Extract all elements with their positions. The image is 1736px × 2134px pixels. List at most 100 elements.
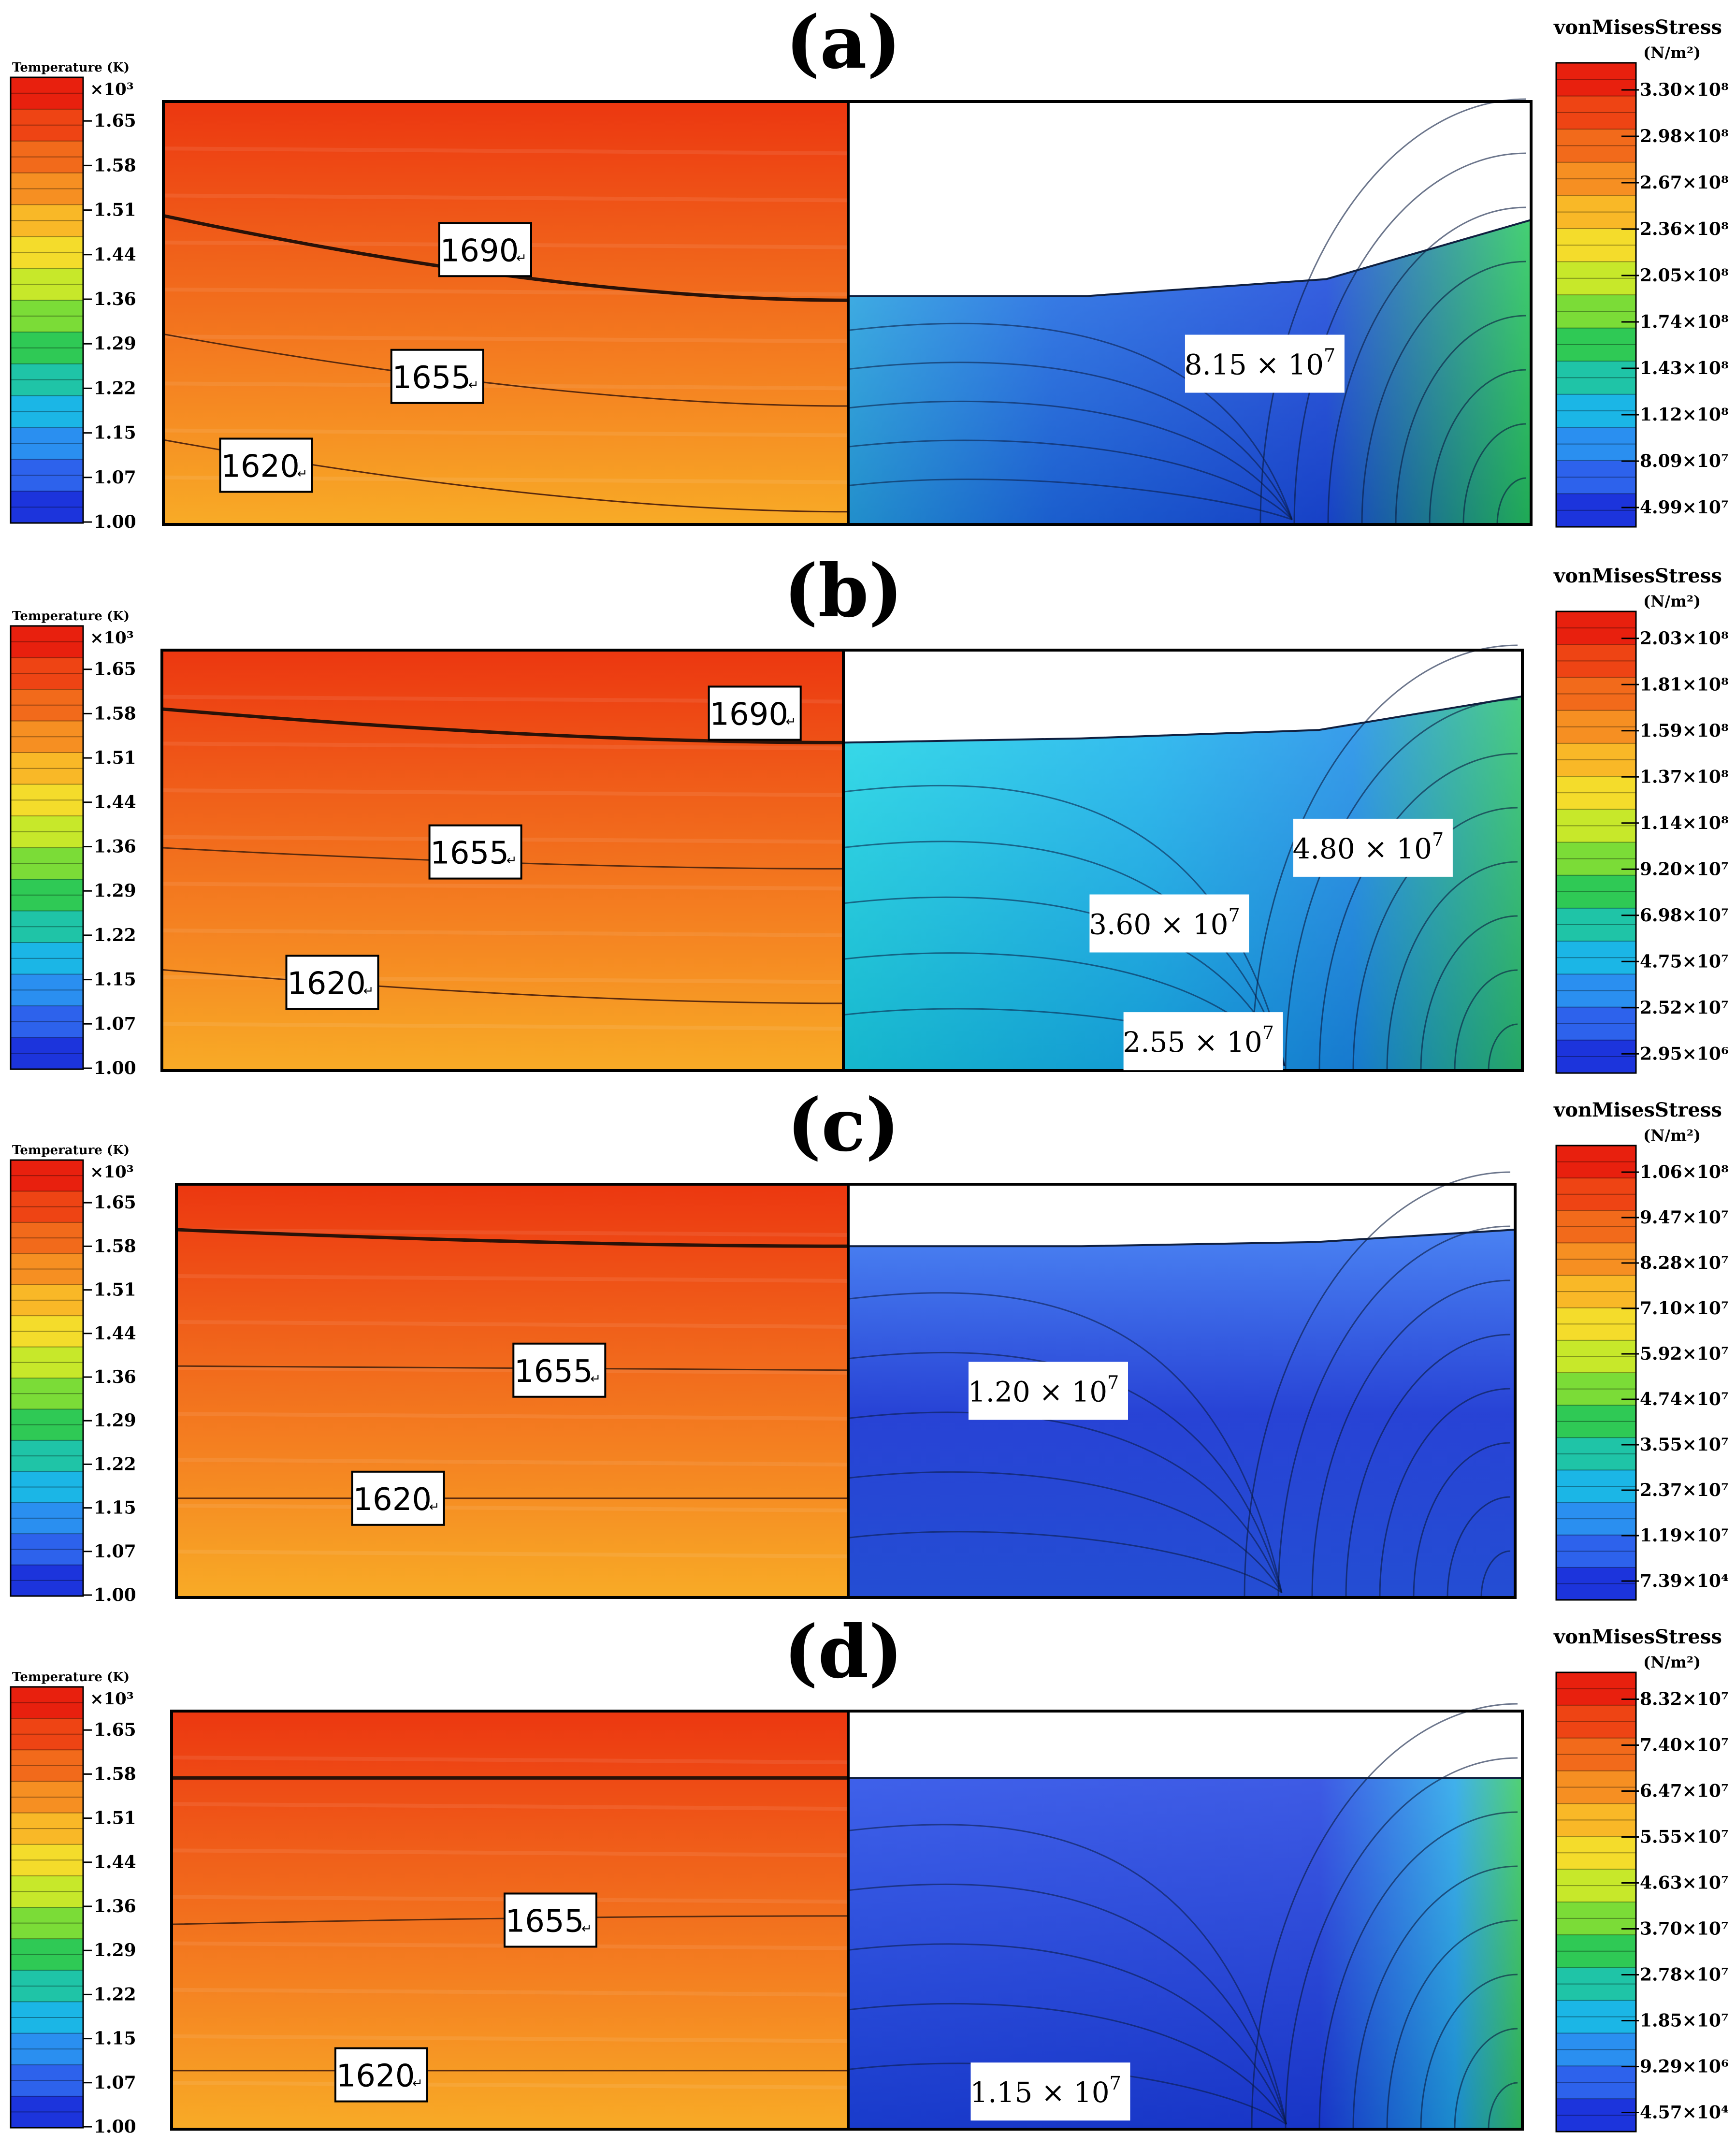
stress-label: 2.55 × 107 xyxy=(1123,1022,1274,1059)
stress-tick-label: 1.19×10⁷ xyxy=(1640,1525,1729,1546)
temperature-colorbar-swatch xyxy=(11,1316,83,1348)
isotherm-label-box xyxy=(351,1470,445,1526)
temperature-colorbar-swatch xyxy=(11,1471,83,1503)
stress-label: 3.60 × 107 xyxy=(1089,905,1240,941)
temperature-colorbar-title: Temperature (K) xyxy=(12,60,130,75)
stress-contour xyxy=(843,841,1286,1066)
stress-contour xyxy=(1447,1496,1511,1598)
temperature-tick-label: 1.15 xyxy=(94,970,136,990)
stress-contour xyxy=(1386,1919,1518,2130)
temperature-colorbar-swatch xyxy=(11,363,83,396)
stress-colorbar-swatch xyxy=(1556,644,1636,678)
temperature-tick-label: 1.07 xyxy=(94,467,136,488)
stress-label: 1.15 × 107 xyxy=(970,2073,1121,2109)
temperature-colorbar-swatch xyxy=(11,2064,83,2097)
temperature-colorbar-swatch xyxy=(11,1409,83,1441)
stress-tick-label: 9.20×10⁷ xyxy=(1640,859,1729,879)
temperature-colorbar-swatch xyxy=(11,141,83,174)
temperature-colorbar-swatch xyxy=(11,173,83,205)
temperature-colorbar-title: Temperature (K) xyxy=(12,609,130,624)
temperature-band xyxy=(171,1848,849,1858)
stress-tick-label: 9.29×10⁶ xyxy=(1640,2057,1729,2077)
temperature-tick-label: 1.36 xyxy=(94,837,136,857)
stress-colorbar-swatch xyxy=(1556,1535,1636,1568)
stress-colorbar-swatch xyxy=(1556,677,1636,711)
stress-contour xyxy=(1285,1757,1518,2130)
temperature-colorbar-title: Temperature (K) xyxy=(12,1670,130,1684)
free-surface-line xyxy=(848,1229,1516,1248)
temperature-colorbar-swatch xyxy=(11,2002,83,2034)
stress-tick-label: 1.37×10⁸ xyxy=(1640,767,1729,787)
temperature-colorbar-swatch xyxy=(11,1284,83,1317)
temperature-band xyxy=(176,1274,849,1283)
temperature-multiplier: ×10³ xyxy=(90,1689,134,1709)
stress-colorbar-swatch xyxy=(1556,1437,1636,1471)
temperature-colorbar-swatch xyxy=(11,1160,83,1192)
temperature-colorbar-swatch xyxy=(11,1191,83,1223)
temperature-colorbar-swatch xyxy=(11,77,83,110)
stress-contour xyxy=(848,439,1293,521)
stress-contour xyxy=(1311,1279,1511,1598)
stress-tick-label: 2.95×10⁶ xyxy=(1640,1044,1729,1064)
temperature-band xyxy=(163,146,849,156)
temperature-colorbar-swatch xyxy=(11,1222,83,1254)
stress-contour xyxy=(848,1531,1282,1594)
isotherm-label: 1655 xyxy=(506,1904,584,1940)
temperature-tick-label: 1.65 xyxy=(94,111,136,131)
temperature-tick-label: 1.51 xyxy=(94,1808,136,1829)
stress-colorbar-frame xyxy=(1555,1145,1637,1601)
temperature-colorbar-swatch xyxy=(11,1502,83,1535)
stress-colorbar-swatch xyxy=(1556,2066,1636,2100)
temperature-tick-label: 1.58 xyxy=(94,1236,136,1256)
temperature-colorbar-swatch xyxy=(11,332,83,364)
temperature-colorbar-swatch xyxy=(11,1844,83,1876)
isotherm-label: 1620 xyxy=(221,449,300,485)
stress-contour xyxy=(1413,1442,1511,1598)
temperature-colorbar-swatch xyxy=(11,1534,83,1566)
temperature-band xyxy=(176,1412,849,1421)
stress-colorbar-swatch xyxy=(1556,1705,1636,1739)
stress-colorbar-swatch xyxy=(1556,1178,1636,1211)
temperature-colorbar-frame xyxy=(10,625,84,1070)
stress-colorbar-unit: (N/m²) xyxy=(1643,44,1701,62)
temperature-colorbar-swatch xyxy=(11,1875,83,1908)
stress-contour xyxy=(1395,315,1527,525)
temperature-tick-label: 1.65 xyxy=(94,1720,136,1740)
stress-shading xyxy=(848,1778,1522,2129)
stress-colorbar-swatch xyxy=(1556,2033,1636,2067)
stress-colorbar-swatch xyxy=(1556,1967,1636,2001)
stress-tick-label: 7.10×10⁷ xyxy=(1640,1298,1729,1319)
temperature-colorbar-swatch xyxy=(11,1687,83,1719)
stress-colorbar-swatch xyxy=(1556,1275,1636,1308)
temperature-band xyxy=(161,929,844,937)
temperature-tick-label: 1.44 xyxy=(94,245,136,265)
stress-tick-label: 2.36×10⁸ xyxy=(1640,219,1729,239)
stress-tick-label: 8.32×10⁷ xyxy=(1640,1689,1729,1710)
temperature-band xyxy=(171,1756,849,1765)
stress-tick-label: 1.81×10⁸ xyxy=(1640,674,1729,695)
stress-colorbar-swatch xyxy=(1556,743,1636,777)
stress-colorbar-title: vonMisesStress xyxy=(1553,1099,1722,1121)
temperature-colorbar-swatch xyxy=(11,300,83,333)
stress-tick-label: 1.85×10⁷ xyxy=(1640,2011,1729,2031)
isotherm-label-box xyxy=(512,1342,607,1398)
stress-colorbar-swatch xyxy=(1556,842,1636,876)
temperature-colorbar-swatch xyxy=(11,1565,83,1597)
temperature-colorbar-swatch xyxy=(11,943,83,975)
return-mark: ↵ xyxy=(516,251,527,265)
temperature-band xyxy=(161,788,844,797)
stress-colorbar-unit: (N/m²) xyxy=(1643,592,1701,610)
stress-colorbar-swatch xyxy=(1556,875,1636,909)
temperature-band xyxy=(171,2034,849,2043)
temperature-tick-label: 1.15 xyxy=(94,2029,136,2049)
stress-label: 4.80 × 107 xyxy=(1293,829,1444,865)
stress-label-box xyxy=(970,2062,1130,2121)
stress-colorbar-swatch xyxy=(1556,1307,1636,1341)
stress-label-box xyxy=(969,1362,1128,1420)
domain-frame xyxy=(175,1183,1517,1599)
stress-colorbar-swatch xyxy=(1556,2000,1636,2034)
stress-contour xyxy=(1277,1225,1511,1598)
temperature-colorbar-swatch xyxy=(11,1378,83,1410)
return-mark: ↵ xyxy=(429,1500,440,1514)
